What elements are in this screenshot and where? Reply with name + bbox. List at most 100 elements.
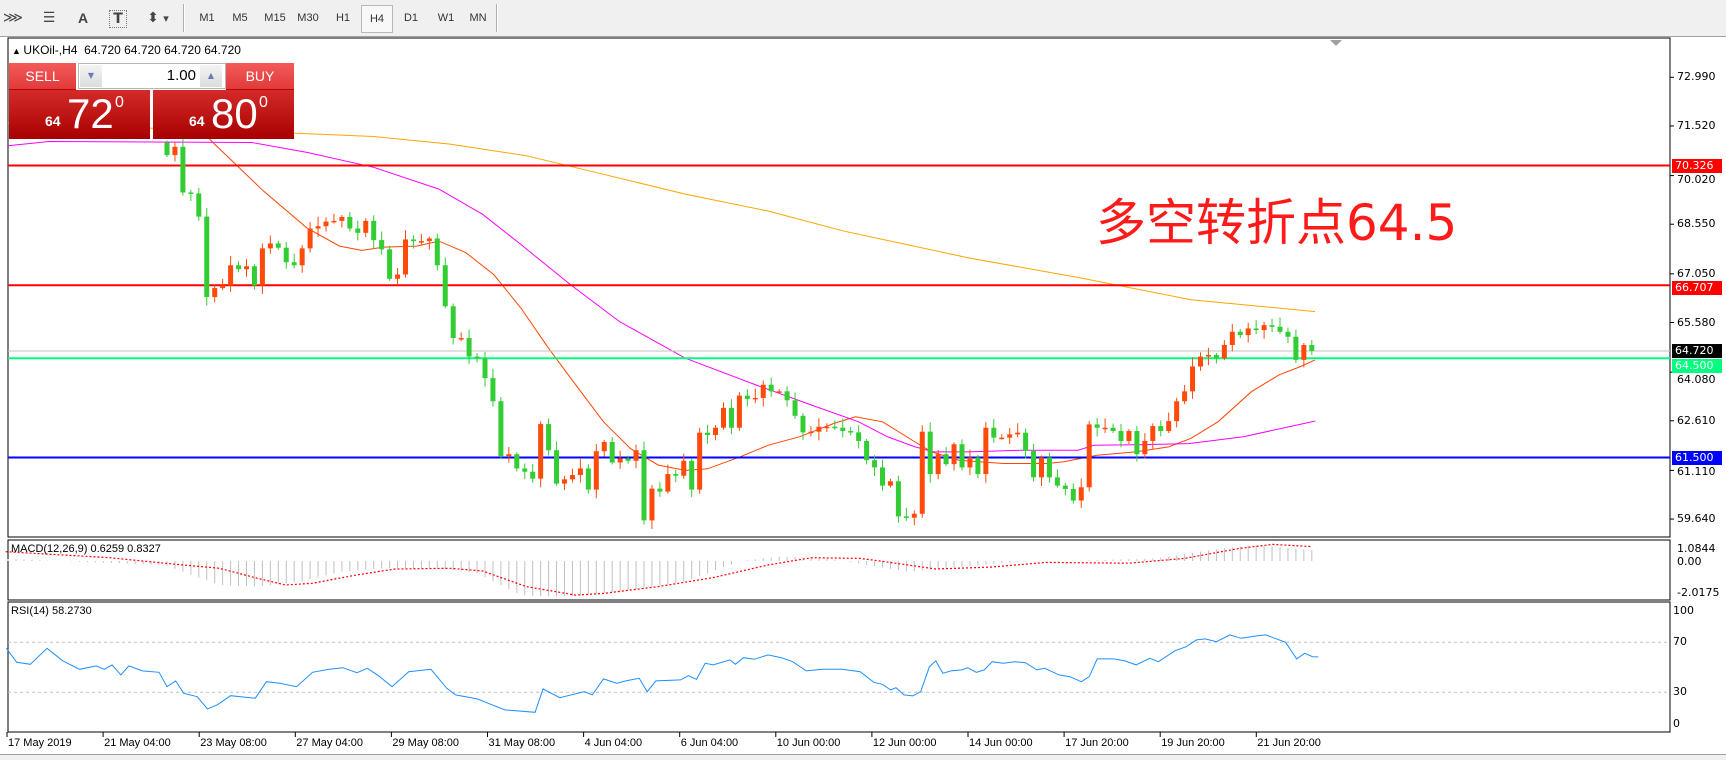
candle-body <box>1205 354 1211 357</box>
candle <box>689 458 695 498</box>
fibonacci-icon[interactable]: ☰ <box>42 10 56 26</box>
candle <box>935 450 941 480</box>
candle-body <box>657 488 663 492</box>
price-tick-label: 59.640 <box>1677 512 1716 526</box>
timeframe-h4[interactable]: H4 <box>361 5 393 33</box>
text-icon[interactable]: A <box>77 10 89 26</box>
candle-body <box>816 426 822 432</box>
lot-size-input[interactable]: 1.00 <box>166 67 196 84</box>
candle <box>784 386 790 407</box>
chart-annotation-text[interactable]: 多空转折点64.5 <box>1096 194 1458 252</box>
candle-body <box>959 444 965 468</box>
candle <box>434 233 440 271</box>
candle-body <box>1142 440 1148 455</box>
timeframe-m1[interactable]: M1 <box>199 12 215 24</box>
text-label-icon[interactable]: T <box>109 10 127 28</box>
candle <box>1126 429 1132 445</box>
collapse-triangle-icon[interactable]: ▲ <box>12 46 24 56</box>
candle <box>919 425 925 518</box>
candle-body <box>609 441 615 463</box>
candle <box>228 255 234 292</box>
chart-tabs-bar <box>0 754 1726 760</box>
candle <box>768 377 774 397</box>
candle <box>307 222 313 253</box>
candle-body <box>1293 336 1299 360</box>
time-axis-label: 29 May 08:00 <box>392 737 460 749</box>
candle <box>1046 452 1052 483</box>
candle-body <box>554 450 560 484</box>
timeframe-m15[interactable]: M15 <box>264 12 286 24</box>
buy-price-prefix: 64 <box>189 113 205 129</box>
candle-body <box>641 450 647 521</box>
timeframe-d1[interactable]: D1 <box>403 12 419 24</box>
time-axis-label: 21 Jun 20:00 <box>1257 737 1321 749</box>
candle-body <box>744 395 750 399</box>
timeframe-m30[interactable]: M30 <box>297 12 319 24</box>
chevron-down-icon[interactable]: ▾ <box>163 11 169 25</box>
candle-body <box>895 481 901 517</box>
candle <box>1261 321 1267 339</box>
lot-increase-button[interactable]: ▲ <box>200 65 222 87</box>
candle <box>951 442 957 471</box>
candle-body <box>943 454 949 465</box>
candle <box>291 253 297 269</box>
candle <box>204 208 210 306</box>
candle-body <box>482 358 488 379</box>
candle <box>744 389 750 407</box>
candle <box>681 453 687 479</box>
candle-body <box>172 146 178 156</box>
candle-body <box>530 471 536 479</box>
candle <box>196 187 202 221</box>
candle <box>872 455 878 477</box>
candle-body <box>824 426 830 429</box>
candle-body <box>283 247 289 263</box>
candle <box>601 439 607 457</box>
candle <box>975 454 981 479</box>
sell-button[interactable]: SELL <box>9 63 76 90</box>
candle <box>442 257 448 309</box>
candle-body <box>911 513 917 518</box>
sell-price[interactable]: 64 72 0 <box>9 90 150 139</box>
lot-decrease-button[interactable]: ▼ <box>80 65 102 87</box>
candle-body <box>681 460 687 476</box>
candle-body <box>363 220 369 233</box>
timeframe-mn[interactable]: MN <box>469 12 487 24</box>
arrows-icon[interactable]: ⬍ <box>147 10 159 26</box>
candle-body <box>1245 328 1251 336</box>
candle-body <box>426 238 432 242</box>
candle <box>1269 318 1275 333</box>
candle <box>283 242 289 269</box>
candle-body <box>784 391 790 401</box>
candle-body <box>752 397 758 400</box>
candle-body <box>1221 344 1227 359</box>
candle-body <box>577 468 583 476</box>
candle <box>1110 423 1116 434</box>
candle <box>792 392 798 419</box>
timeframe-m5[interactable]: M5 <box>232 12 248 24</box>
candle <box>490 368 496 407</box>
candle <box>625 455 631 464</box>
candle-body <box>315 226 321 229</box>
candle-body <box>1054 477 1060 486</box>
candle <box>180 138 186 196</box>
candle <box>903 507 909 521</box>
candle-body <box>792 400 798 416</box>
candle <box>760 380 766 407</box>
timeframe-w1[interactable]: W1 <box>437 12 455 24</box>
candle-body <box>673 474 679 476</box>
candle <box>259 243 265 295</box>
candle-body <box>299 248 305 266</box>
timeframe-h1[interactable]: H1 <box>335 12 351 24</box>
buy-button[interactable]: BUY <box>226 63 294 90</box>
toolbar: ⋙ ☰ A T ⬍ ▾ M1 M5 M15 M30 H1 H4 D1 W1 MN <box>0 0 1726 37</box>
price-level-label: 61.500 <box>1672 450 1722 465</box>
candle <box>188 189 194 201</box>
elliott-wave-icon[interactable]: ⋙ <box>3 10 23 26</box>
time-axis-label: 31 May 08:00 <box>488 737 556 749</box>
candle-body <box>1070 488 1076 501</box>
lot-size-stepper[interactable]: ▼ 1.00 ▲ <box>78 63 226 89</box>
candle-body <box>617 458 623 463</box>
buy-price[interactable]: 64 80 0 <box>153 90 294 139</box>
candle-body <box>403 239 408 275</box>
candle <box>1086 420 1092 492</box>
